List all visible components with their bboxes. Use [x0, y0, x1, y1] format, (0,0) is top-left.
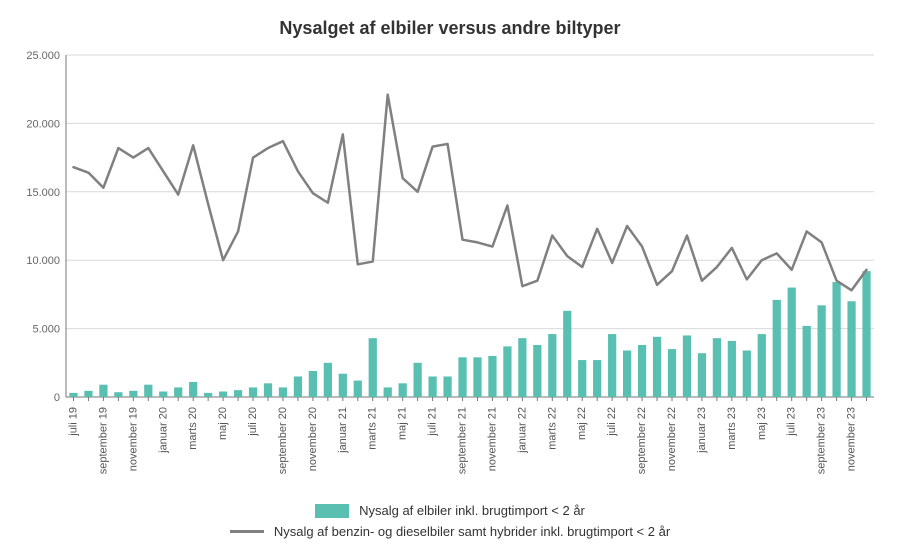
- xtick-label: november 22: [666, 407, 678, 471]
- ytick-label: 0: [54, 392, 60, 404]
- bar: [758, 334, 766, 397]
- xtick-label: januar 22: [516, 407, 528, 454]
- bar: [369, 338, 377, 397]
- bar: [114, 392, 122, 397]
- xtick-label: marts 20: [187, 407, 199, 450]
- xtick-label: september 21: [457, 407, 469, 474]
- chart-svg: 0 5.000 10.000 15.000 20.000 25.000 juli 19 sep…: [16, 49, 884, 497]
- legend-swatch-bars: [315, 504, 349, 518]
- xtick-label: september 20: [277, 407, 289, 474]
- bar: [443, 376, 451, 397]
- bar: [698, 353, 706, 397]
- bar: [69, 393, 77, 397]
- ytick-label: 20.000: [26, 118, 60, 130]
- xtick-label: juli 22: [606, 407, 618, 437]
- bar: [608, 334, 616, 397]
- bar: [743, 350, 751, 397]
- ytick-label: 5.000: [32, 324, 60, 336]
- xtick-label: november 20: [307, 407, 319, 471]
- legend-item-line: Nysalg af benzin- og dieselbiler samt hy…: [230, 524, 670, 539]
- bar: [518, 338, 526, 397]
- bar: [653, 337, 661, 397]
- xtick-label: maj 22: [576, 407, 588, 440]
- bar: [668, 349, 676, 397]
- bar: [189, 382, 197, 397]
- line-series: [73, 95, 866, 291]
- xtick-label: marts 21: [367, 407, 379, 450]
- bar: [488, 356, 496, 397]
- bar: [294, 376, 302, 397]
- bar: [533, 345, 541, 397]
- xtick-label: september 22: [636, 407, 648, 474]
- bar: [384, 387, 392, 397]
- chart-container: Nysalget af elbiler versus andre biltype…: [0, 0, 900, 547]
- bar: [818, 305, 826, 397]
- bar: [324, 363, 332, 397]
- xtick-label: januar 20: [157, 407, 169, 454]
- xtick-label: maj 21: [397, 407, 409, 440]
- bar: [473, 357, 481, 397]
- bar: [399, 383, 407, 397]
- xtick-label: november 19: [127, 407, 139, 471]
- xtick-label: marts 22: [546, 407, 558, 450]
- bar: [803, 326, 811, 397]
- bar: [339, 374, 347, 397]
- bar: [279, 387, 287, 397]
- bar: [578, 360, 586, 397]
- bar: [129, 391, 137, 397]
- bar: [414, 363, 422, 397]
- bar: [773, 300, 781, 397]
- ytick-label: 15.000: [26, 187, 60, 199]
- xtick-label: juli 23: [786, 407, 798, 437]
- bar: [84, 391, 92, 397]
- bar: [249, 387, 257, 397]
- bar: [458, 357, 466, 397]
- xtick-label: juli 20: [247, 407, 259, 437]
- bar: [623, 350, 631, 397]
- plot-area: 0 5.000 10.000 15.000 20.000 25.000 juli 19 sep…: [16, 49, 884, 497]
- xtick-label: september 23: [816, 407, 828, 474]
- bar: [788, 288, 796, 397]
- chart-title: Nysalget af elbiler versus andre biltype…: [16, 18, 884, 39]
- bar: [174, 387, 182, 397]
- bar: [144, 385, 152, 397]
- bar: [847, 301, 855, 397]
- bar: [683, 335, 691, 397]
- xtick-label: juli 21: [427, 407, 439, 437]
- bar: [204, 393, 212, 397]
- bar: [264, 383, 272, 397]
- bar: [159, 392, 167, 397]
- bar: [354, 381, 362, 397]
- bar: [548, 334, 556, 397]
- bar: [728, 341, 736, 397]
- bar: [713, 338, 721, 397]
- bar: [309, 371, 317, 397]
- ytick-label: 10.000: [26, 255, 60, 267]
- legend-swatch-line: [230, 530, 264, 533]
- xtick-label: maj 23: [756, 407, 768, 440]
- xtick-label: januar 23: [696, 407, 708, 454]
- bar: [503, 346, 511, 397]
- xtick-label: juli 19: [67, 407, 79, 437]
- legend: Nysalg af elbiler inkl. brugtimport < 2 …: [16, 503, 884, 539]
- bar: [99, 385, 107, 397]
- xtick-label: november 23: [846, 407, 858, 471]
- bar: [234, 390, 242, 397]
- legend-item-bars: Nysalg af elbiler inkl. brugtimport < 2 …: [315, 503, 585, 518]
- bar: [428, 376, 436, 397]
- ytick-label: 25.000: [26, 50, 60, 62]
- xtick-label: november 21: [486, 407, 498, 471]
- bar: [638, 345, 646, 397]
- bar: [862, 271, 870, 397]
- xtick-label: maj 20: [217, 407, 229, 440]
- bar: [563, 311, 571, 397]
- legend-label-bars: Nysalg af elbiler inkl. brugtimport < 2 …: [359, 503, 585, 518]
- bar: [832, 282, 840, 397]
- xtick-label: september 19: [97, 407, 109, 474]
- bar: [593, 360, 601, 397]
- xtick-label: marts 23: [726, 407, 738, 450]
- xtick-label: januar 21: [337, 407, 349, 454]
- legend-label-line: Nysalg af benzin- og dieselbiler samt hy…: [274, 524, 670, 539]
- bar: [219, 392, 227, 397]
